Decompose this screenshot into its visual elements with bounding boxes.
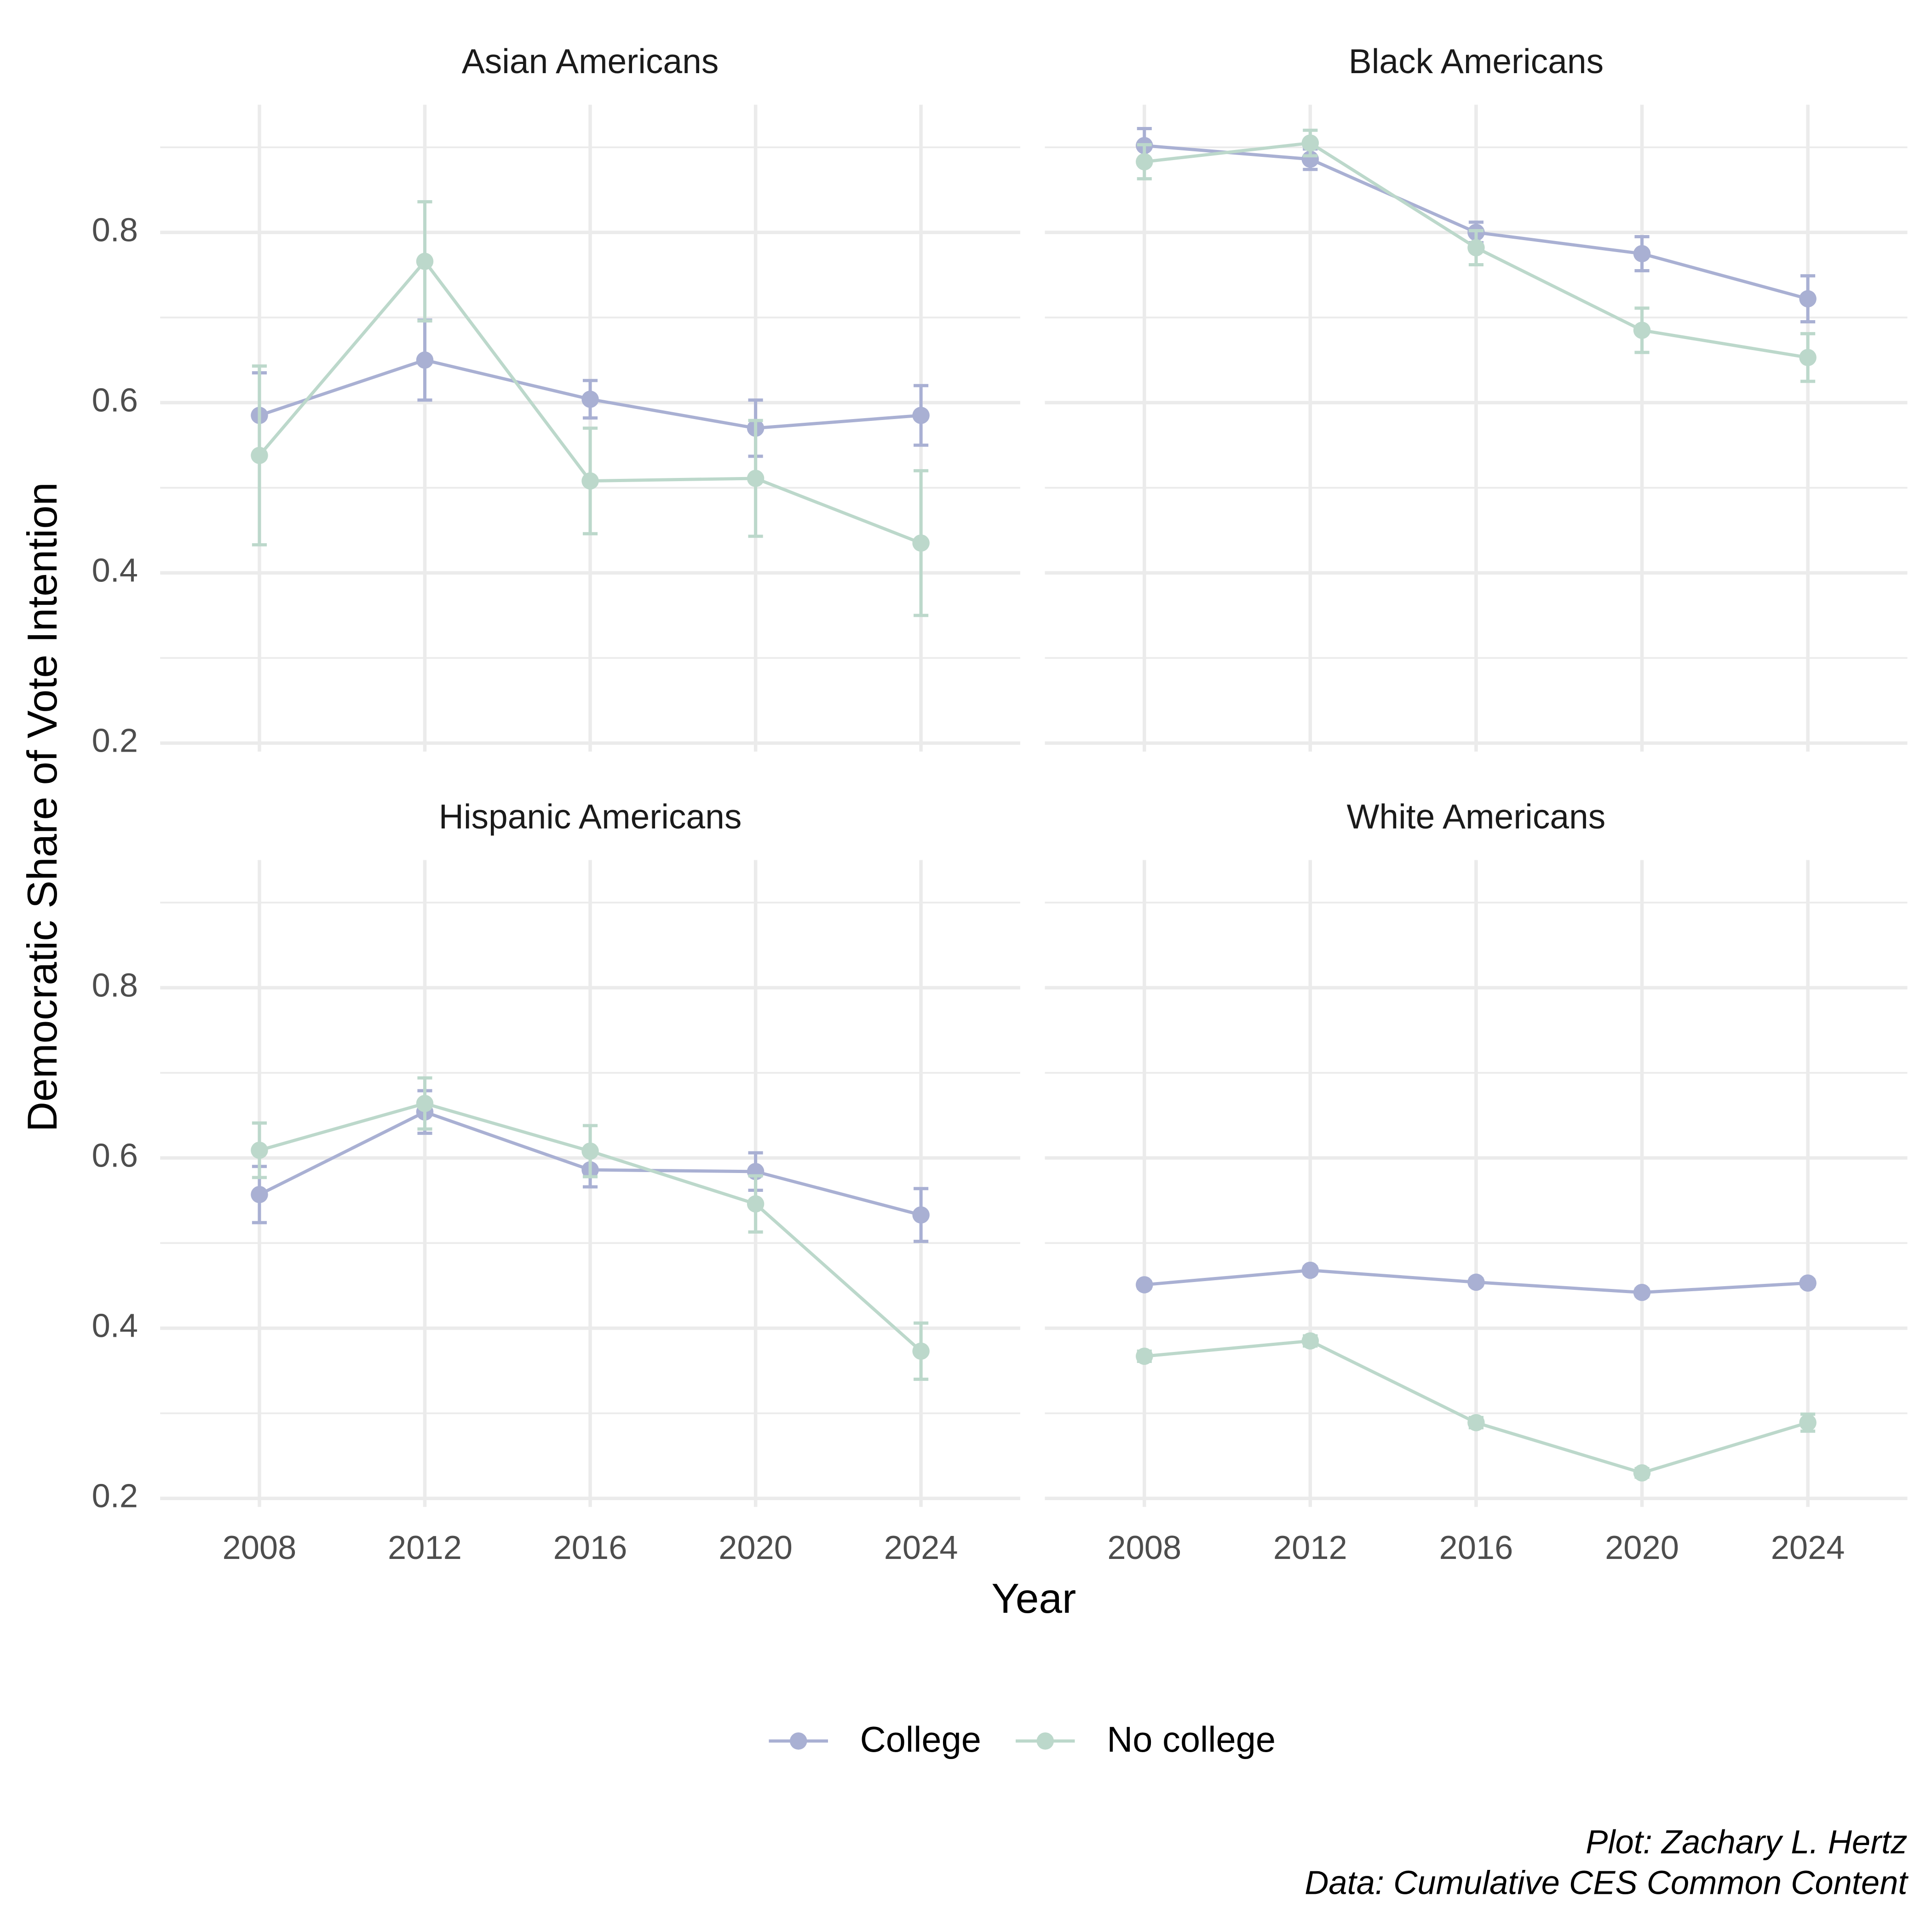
x-axis-label: Year — [991, 1576, 1076, 1622]
point — [912, 407, 930, 424]
point — [251, 1141, 268, 1159]
point — [1136, 153, 1153, 171]
x-tick-label: 2016 — [553, 1530, 627, 1566]
y-tick-label: 0.8 — [92, 212, 138, 248]
point — [1136, 1276, 1153, 1294]
y-axis-label: Democratic Share of Vote Intention — [19, 482, 66, 1132]
legend-point — [1036, 1732, 1054, 1750]
facet-title: White Americans — [1347, 797, 1606, 836]
point — [1467, 239, 1485, 257]
point — [581, 1142, 599, 1160]
point — [1136, 1347, 1153, 1365]
x-tick-label: 2020 — [1605, 1530, 1679, 1566]
legend-point — [789, 1732, 807, 1750]
point — [747, 470, 765, 487]
point — [1301, 134, 1319, 152]
x-tick-label: 2024 — [1771, 1530, 1845, 1566]
y-tick-label: 0.6 — [92, 1137, 138, 1174]
point — [1467, 1414, 1485, 1432]
point — [1301, 1261, 1319, 1279]
point — [416, 351, 434, 369]
point — [912, 534, 930, 552]
point — [416, 1095, 434, 1112]
point — [416, 253, 434, 270]
facet-title: Asian Americans — [462, 42, 719, 80]
legend-label: College — [860, 1720, 981, 1760]
y-tick-label: 0.2 — [92, 1478, 138, 1514]
point — [1799, 1274, 1817, 1292]
legend-label: No college — [1107, 1720, 1276, 1760]
point — [1633, 1464, 1651, 1482]
point — [1799, 1414, 1817, 1432]
x-tick-label: 2016 — [1439, 1530, 1513, 1566]
y-tick-label: 0.8 — [92, 967, 138, 1004]
point — [581, 472, 599, 490]
point — [912, 1206, 930, 1224]
point — [251, 1186, 268, 1203]
x-tick-label: 2020 — [719, 1530, 793, 1566]
x-tick-label: 2008 — [223, 1530, 297, 1566]
facet-title: Black Americans — [1349, 42, 1604, 80]
caption: Data: Cumulative CES Common Content — [1305, 1864, 1909, 1901]
point — [1467, 1273, 1485, 1291]
point — [1633, 1283, 1651, 1301]
point — [747, 1195, 765, 1213]
point — [1301, 1332, 1319, 1350]
point — [912, 1342, 930, 1360]
point — [1799, 349, 1817, 366]
x-tick-label: 2012 — [1273, 1530, 1347, 1566]
x-tick-label: 2024 — [884, 1530, 958, 1566]
point — [1633, 322, 1651, 339]
y-tick-label: 0.2 — [92, 723, 138, 759]
point — [251, 447, 268, 464]
x-tick-label: 2008 — [1107, 1530, 1181, 1566]
y-tick-label: 0.4 — [92, 1307, 138, 1344]
y-tick-label: 0.4 — [92, 552, 138, 589]
point — [1633, 245, 1651, 263]
y-tick-label: 0.6 — [92, 382, 138, 419]
x-tick-label: 2012 — [388, 1530, 462, 1566]
point — [1799, 290, 1817, 308]
caption: Plot: Zachary L. Hertz — [1586, 1824, 1907, 1861]
facet-title: Hispanic Americans — [439, 797, 742, 836]
point — [581, 391, 599, 408]
